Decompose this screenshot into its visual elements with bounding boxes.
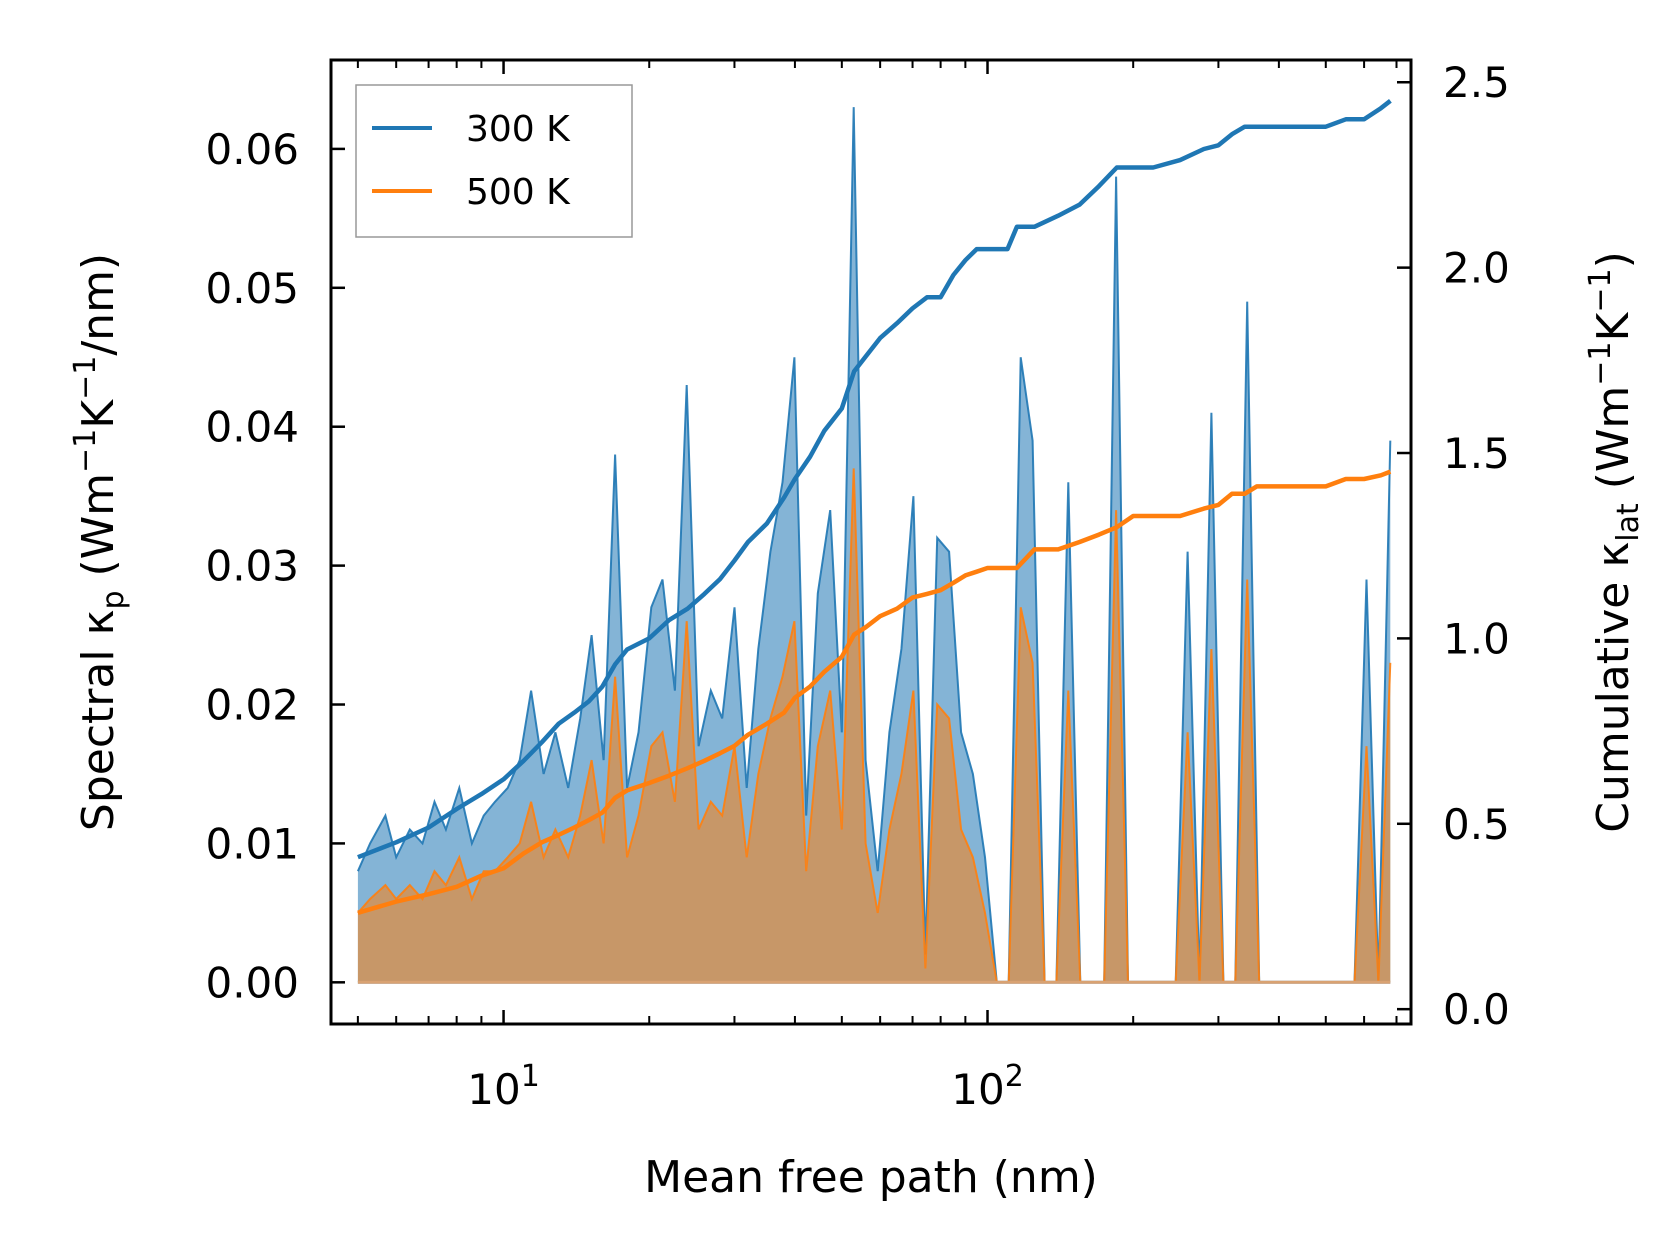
y-tick-label: 0.04 (205, 403, 299, 452)
y-axis-title-exp2: −1 (68, 356, 103, 400)
y2-tick-label: 1.0 (1443, 614, 1510, 663)
legend-frame (355, 84, 633, 238)
y-tick-label: 0.01 (205, 819, 299, 868)
y2-axis-title-sub: lat (1611, 503, 1646, 542)
x-axis-title: Mean free path (nm) (644, 1152, 1098, 1203)
y2-tick-label: 1.5 (1443, 429, 1510, 478)
y-tick-label: 0.06 (205, 125, 299, 174)
cumulative-line-300k (357, 99, 1392, 860)
y-axis-title: Spectral κp (Wm−1K−1/nm) (68, 253, 131, 831)
y2-tick-label: 0.5 (1443, 800, 1510, 849)
y-tick-label: 0.00 (205, 958, 299, 1007)
y2-axis-title-exp1: −1 (1583, 341, 1618, 385)
y2-axis-title-base: Cumulative κ (1588, 542, 1639, 833)
y-axis-title-sub: p (96, 590, 131, 609)
y-axis-title-close: /nm) (73, 253, 124, 356)
y-tick-label: 0.02 (205, 681, 299, 730)
y-axis-title-k: K (73, 399, 124, 429)
legend-label-500k: 500 K (466, 172, 571, 213)
y2-axis-title-close: ) (1588, 251, 1639, 268)
spectral-line-300k (356, 107, 1392, 984)
y2-tick-label: 2.0 (1443, 244, 1510, 293)
axes-ticks: 0.00 0.01 0.02 0.03 0.04 0.05 0.06 0.0 0.5 1.0 1.5… (205, 58, 1509, 1114)
cumulative-line-500k (357, 469, 1392, 915)
y2-tick-label: 2.5 (1443, 58, 1510, 107)
y2-tick-label: 0.0 (1443, 985, 1510, 1034)
plot-frame (329, 58, 1413, 1026)
y-tick-label: 0.05 (205, 264, 299, 313)
y2-axis-title: Cumulative κlat (Wm−1K−1) (1583, 251, 1646, 833)
x-tick-label: 101 (467, 1059, 540, 1114)
legend: 300 K 500 K (355, 84, 633, 238)
y2-axis-title-exp2: −1 (1583, 268, 1618, 312)
y-axis-title-exp1: −1 (68, 429, 103, 473)
y2-axis-title-unit: (Wm (1588, 386, 1639, 504)
y-tick-label: 0.03 (205, 542, 299, 591)
spectral-line-500k (357, 468, 1392, 984)
x-tick-label: 102 (951, 1059, 1024, 1114)
spectral-fill-500k (357, 468, 1391, 983)
y-axis-title-base: Spectral κ (73, 610, 124, 832)
y2-axis-title-k: K (1588, 311, 1639, 341)
legend-label-300k: 300 K (466, 109, 571, 150)
plot-area (356, 99, 1392, 984)
y-axis-title-unit: (Wm (73, 473, 124, 591)
